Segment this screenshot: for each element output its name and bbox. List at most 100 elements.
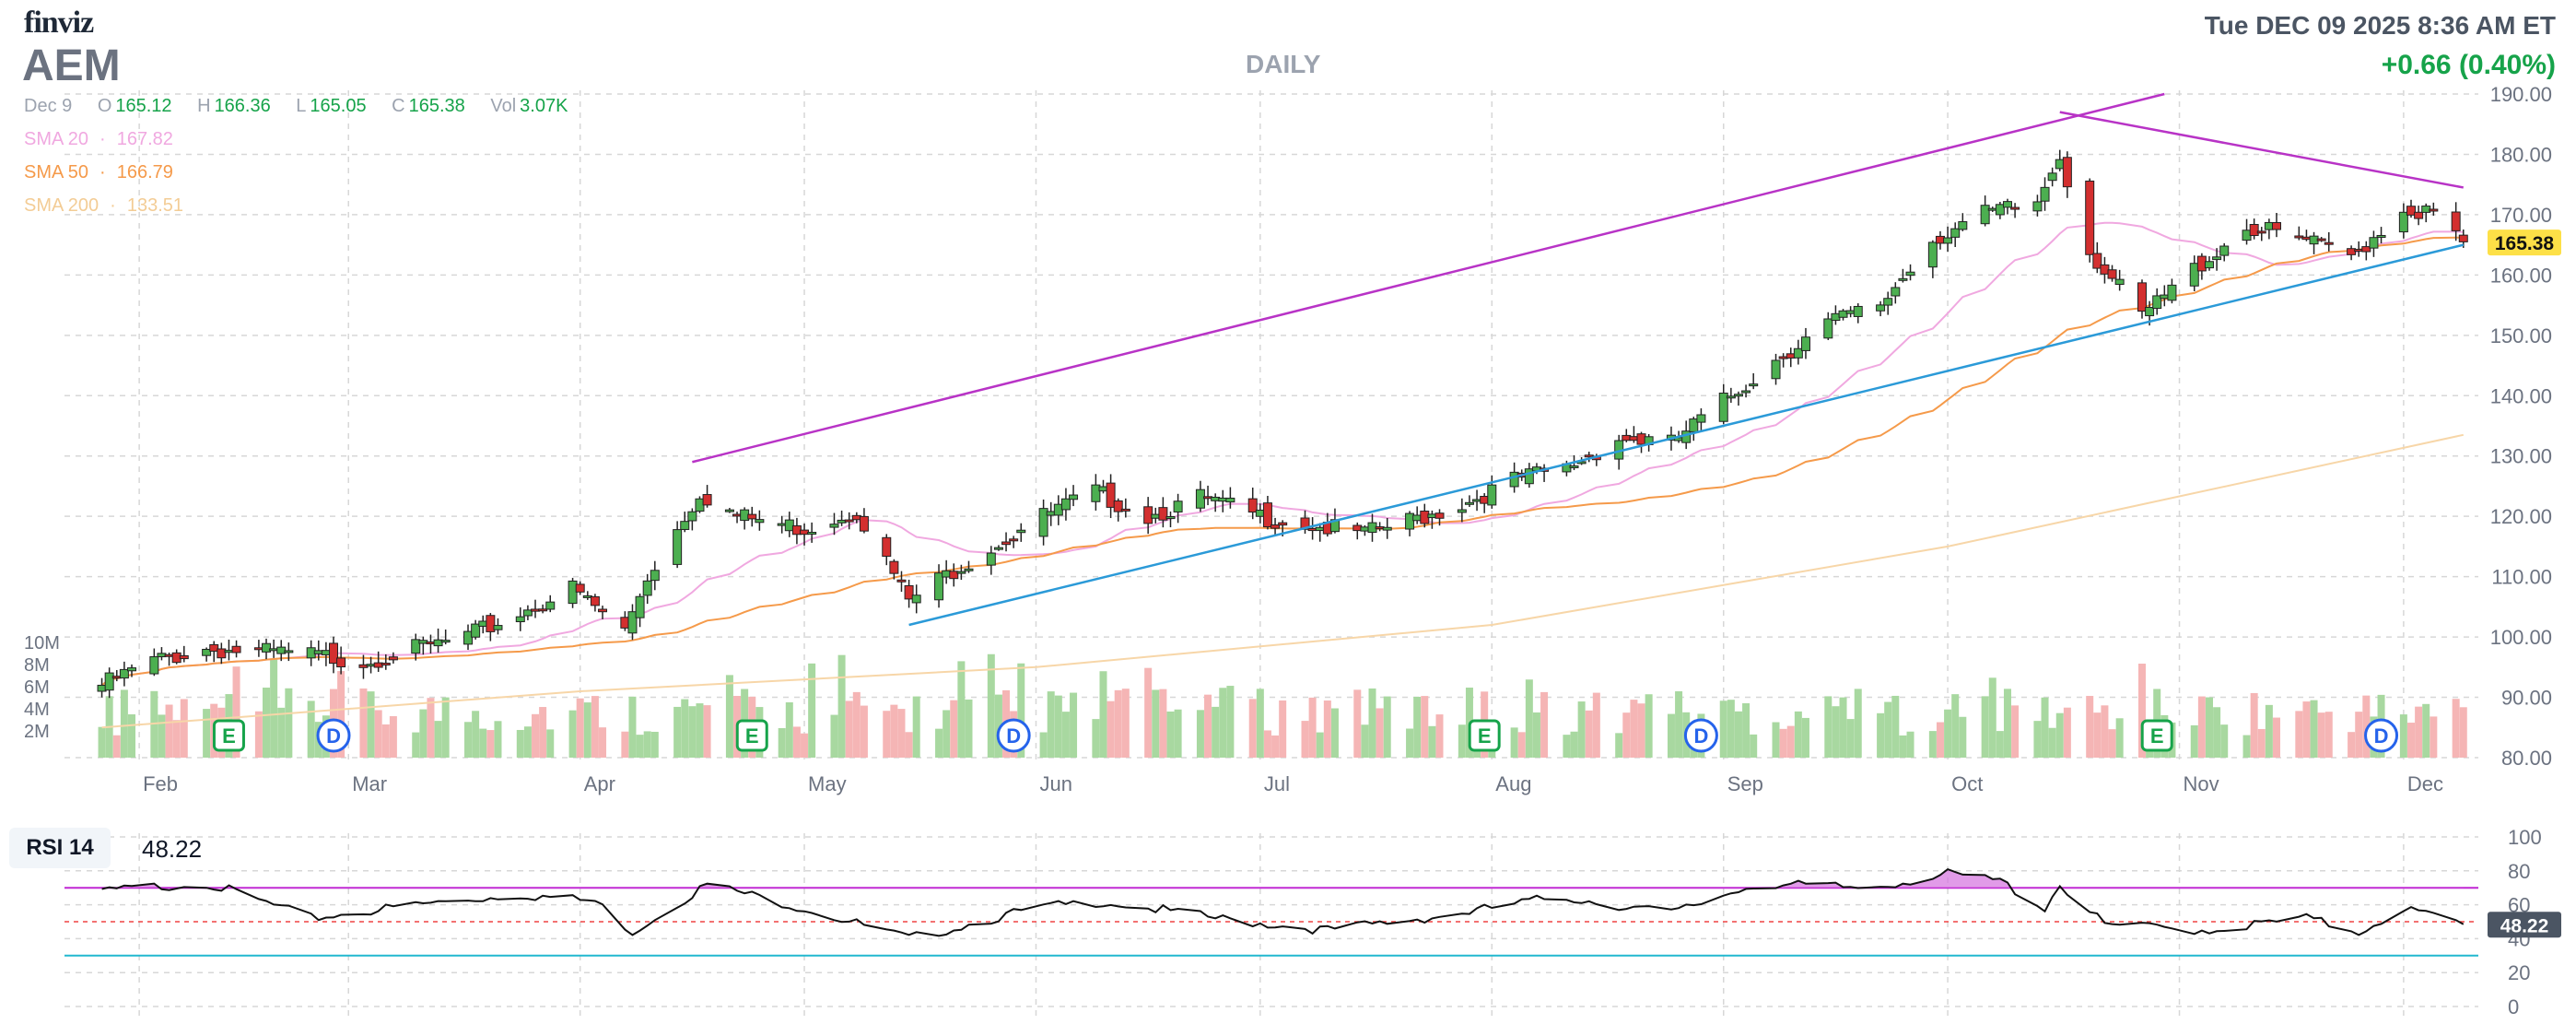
candle-up [2002, 201, 2012, 208]
volume-bar [2415, 706, 2423, 758]
candle-down [1262, 502, 1272, 528]
candle-down [1278, 522, 1288, 526]
rsi-label[interactable]: RSI 14 [9, 828, 111, 868]
candle-up [1091, 484, 1101, 502]
candle-down [1434, 512, 1445, 519]
upper-channel-trendline [692, 92, 2165, 464]
candle-down [388, 656, 398, 661]
volume-bar [516, 729, 524, 758]
candle-up [627, 611, 638, 634]
candle-up [1771, 359, 1781, 380]
candle-up [993, 547, 1003, 550]
candle-up [1891, 287, 1901, 297]
price-tick-label: 130.00 [2490, 445, 2552, 468]
sma20-line [100, 221, 2464, 687]
candle-up [1838, 310, 1848, 318]
candle-down [2010, 206, 2020, 210]
volume-bar [2265, 704, 2273, 758]
volume-bar [1570, 731, 1578, 758]
candle-down [747, 513, 757, 520]
volume-bar [2063, 707, 2071, 758]
candle-up [463, 630, 474, 645]
candle-up [2189, 263, 2199, 287]
candle-up [119, 668, 129, 679]
volume-bar [1637, 703, 1645, 758]
sma200-value: 133.51 [126, 195, 184, 216]
candle-down [1009, 538, 1019, 542]
open-label: O [97, 96, 112, 116]
candle-up [1016, 529, 1026, 534]
candle-up [650, 570, 660, 582]
candle-up [1749, 383, 1759, 387]
dividend-marker-label: D [2374, 724, 2389, 748]
volume-bar [1330, 708, 1339, 758]
candle-down [2429, 208, 2439, 212]
volume-bar [1585, 710, 1593, 758]
volume-bar [725, 675, 733, 758]
finviz-logo[interactable]: finviz [24, 6, 94, 40]
price-tick-label: 140.00 [2490, 384, 2552, 407]
volume-bar [1144, 667, 1153, 758]
candle-up [1943, 237, 1953, 244]
month-tick-label: Feb [143, 772, 178, 795]
volume-bar [367, 691, 375, 758]
volume-bar [860, 705, 868, 758]
candle-up [2369, 237, 2379, 249]
candle-up [515, 616, 525, 623]
rsi-tick-label: 20 [2508, 961, 2530, 984]
candle-up [755, 519, 765, 524]
volume-bar [464, 722, 473, 758]
open-value: 165.12 [115, 96, 172, 116]
volume-bar [1854, 689, 1862, 758]
volume-bar [1054, 695, 1062, 758]
candle-up [2114, 278, 2125, 286]
volume-bar [2452, 699, 2460, 758]
volume-bar [2041, 697, 2049, 758]
volume-bar [158, 714, 166, 758]
close-label: C [392, 96, 405, 116]
volume-bar [599, 727, 607, 758]
volume-bar [957, 661, 966, 758]
trendlines [692, 92, 2465, 627]
volume-bar [1458, 724, 1466, 758]
volume-bar [1719, 700, 1727, 758]
volume-bar [905, 732, 913, 758]
volume-bar [532, 713, 540, 758]
candle-down [1247, 498, 1258, 513]
volume-bar [381, 724, 390, 758]
candle-up [1487, 484, 1497, 506]
volume-bar [120, 689, 128, 758]
volume-bar [1525, 679, 1533, 758]
volume-bar [852, 691, 861, 758]
volume-bar [1421, 696, 1429, 758]
sma50-legend[interactable]: SMA 50 · 166.79 [24, 162, 173, 183]
volume-bar [1622, 712, 1631, 758]
sma20-legend[interactable]: SMA 20 · 167.82 [24, 129, 173, 150]
sma200-legend[interactable]: SMA 200 · 133.51 [24, 195, 183, 217]
volume-bar [1742, 702, 1751, 758]
candle-up [127, 667, 137, 672]
dividend-marker [1683, 718, 1718, 753]
volume-bar [1517, 732, 1526, 758]
month-tick-label: Aug [1495, 772, 1531, 795]
candle-down [2324, 241, 2334, 245]
volume-bar [1839, 697, 1847, 758]
candle-up [1876, 304, 1886, 312]
ohlc-readout: Dec 9 O 165.12 H 166.36 L 165.05 C 165.38 Vo… [24, 96, 588, 117]
candle-up [1958, 221, 1968, 230]
volume-bar [2430, 716, 2438, 758]
volume-bar [1772, 722, 1780, 758]
volume-bar [688, 706, 697, 758]
candle-up [1696, 414, 1706, 423]
volume-bar [1667, 713, 1675, 758]
candle-down [381, 662, 391, 665]
candle-down [2451, 211, 2461, 231]
volume-bar [1323, 700, 1331, 758]
volume-bar [2406, 723, 2415, 758]
candle-down [889, 560, 899, 574]
volume-bar [1877, 712, 1885, 758]
candle-down [209, 643, 219, 653]
volume-bar [374, 710, 382, 758]
candle-up [956, 571, 966, 574]
